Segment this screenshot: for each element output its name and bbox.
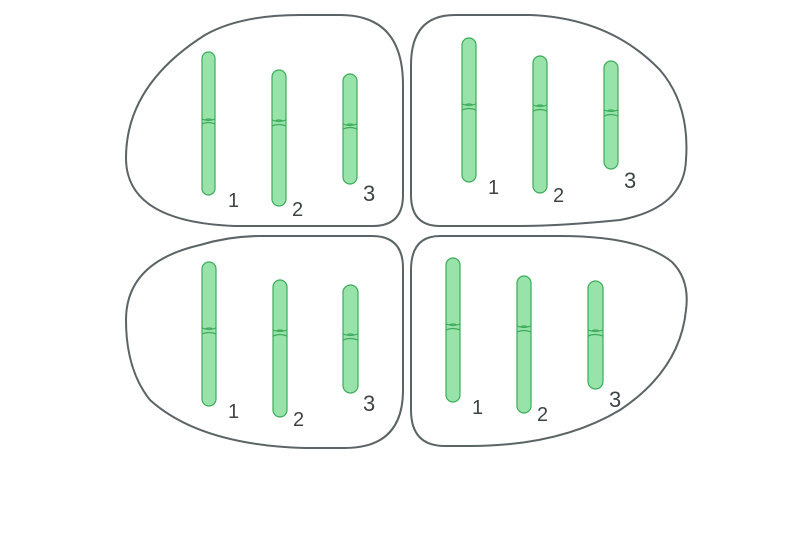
chromatid-upper (342, 284, 359, 341)
cell-bottom-right: 1 2 3 (410, 235, 688, 447)
chromatid-lower (532, 104, 548, 194)
chromosome-label: 3 (609, 387, 621, 412)
chromatid-lower (342, 333, 359, 394)
chromatid-upper (516, 275, 532, 333)
chromatid-lower (603, 109, 619, 170)
centromere (342, 123, 358, 130)
chromosome-1: 1 (201, 51, 239, 212)
chromatid-lower (201, 118, 216, 196)
chromatid-upper (272, 279, 288, 337)
chromosome-3: 3 (587, 280, 621, 412)
chromosome-label: 3 (624, 168, 636, 193)
chromosome-label: 2 (537, 404, 548, 426)
cell-membrane (410, 14, 688, 227)
chromosome-label: 1 (228, 401, 239, 423)
chromosome-label: 3 (363, 181, 375, 206)
chromatid-lower (342, 123, 358, 185)
chromatid-lower (201, 327, 217, 407)
centromere (342, 333, 359, 341)
chromatid-lower (516, 325, 532, 414)
chromatid-upper (271, 69, 287, 127)
chromatid-upper (587, 280, 604, 337)
centromere (201, 327, 217, 335)
chromosome-3: 3 (342, 284, 375, 416)
chromatid-upper (201, 51, 216, 125)
cell-membrane (124, 14, 404, 227)
chromosome-label: 2 (553, 185, 564, 207)
chromatid-upper (201, 261, 217, 335)
centromere (201, 118, 216, 125)
cell-membrane (124, 235, 404, 449)
chromatid-upper (532, 55, 548, 112)
chromatid-upper (445, 257, 461, 331)
chromosome-label: 1 (228, 190, 239, 212)
chromosome-1: 1 (461, 37, 499, 199)
centromere (271, 119, 287, 127)
chromatid-lower (271, 119, 287, 207)
chromosome-label: 1 (472, 397, 483, 419)
centromere (461, 103, 477, 111)
centromere (603, 109, 619, 117)
chromosome-label: 3 (363, 391, 375, 416)
cell-top-right: 1 2 3 (410, 14, 688, 227)
chromosome-label: 2 (292, 199, 303, 221)
chromosome-1: 1 (201, 261, 239, 423)
centromere (587, 329, 604, 337)
chromatid-upper (342, 73, 358, 130)
chromosome-3: 3 (342, 73, 375, 206)
cell-membrane (410, 235, 688, 447)
chromosome-2: 2 (516, 275, 548, 426)
chromatid-lower (272, 329, 288, 418)
chromatid-upper (603, 60, 619, 117)
chromatid-upper (461, 37, 477, 111)
chromosome-label: 2 (293, 409, 304, 431)
cell-bottom-left: 1 2 3 (124, 235, 404, 449)
centromere (445, 323, 461, 331)
chromosome-label: 1 (488, 177, 499, 199)
chromosome-3: 3 (603, 60, 636, 193)
chromatid-lower (445, 323, 461, 403)
chromosome-2: 2 (272, 279, 304, 431)
chromatid-lower (461, 103, 477, 183)
cell-top-left: 1 2 3 (124, 14, 404, 227)
chromatid-lower (587, 329, 604, 390)
chromosome-1: 1 (445, 257, 483, 419)
chromosome-2: 2 (532, 55, 564, 207)
chromosome-2: 2 (271, 69, 303, 221)
centromere (516, 325, 532, 333)
centromere (272, 329, 288, 337)
centromere (532, 104, 548, 112)
